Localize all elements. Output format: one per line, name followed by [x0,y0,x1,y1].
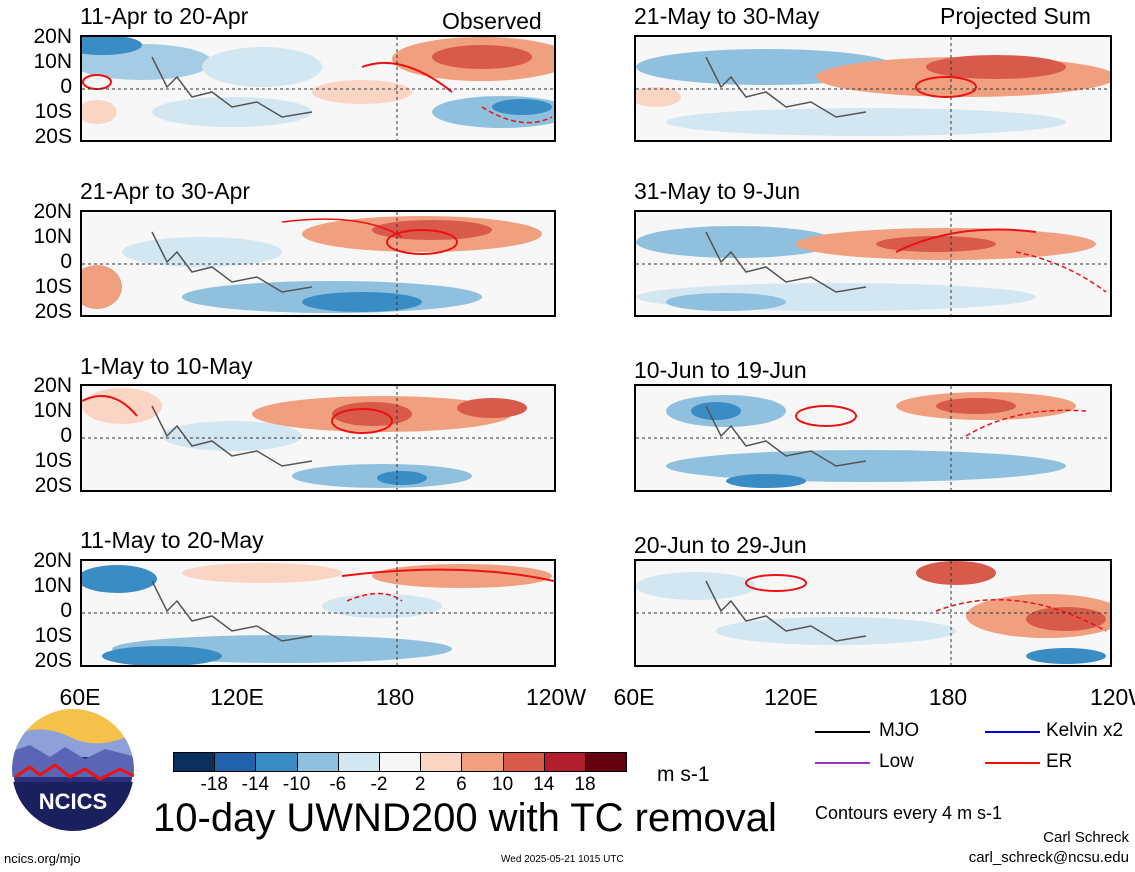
panel-title: 21-Apr to 30-Apr [80,178,251,204]
legend-swatch-mjo [815,731,870,733]
ncics-logo: NCICS [10,707,136,833]
legend-swatch-low [815,762,870,764]
observed-label: Observed [442,8,542,34]
colorbar-label: -6 [329,774,347,795]
legend-label: Kelvin x2 [1046,720,1124,741]
map-panel [80,384,556,492]
lon-label: 120E [210,684,264,710]
lat-label: 20S [34,474,72,497]
lat-label: 20N [33,25,72,48]
panel-title: 21-May to 30-May [634,3,820,29]
lon-label: 60E [59,684,101,710]
lat-label: 0 [60,250,72,273]
lat-label: 10S [34,275,72,298]
lon-label: 120W [525,684,587,710]
lat-label: 20S [34,300,72,323]
map-panel [634,210,1112,317]
colorbar-cell [420,752,463,772]
lat-label: 10S [34,449,72,472]
colorbar-cell [543,752,586,772]
lat-label: 20N [33,374,72,397]
colorbar-cell [173,752,216,772]
lon-label: 180 [375,684,415,710]
map-panel [80,559,556,667]
colorbar-cell [296,752,339,772]
lat-label: 20S [34,649,72,672]
panel-title: 11-May to 20-May [80,527,264,553]
lat-label: 10N [33,225,72,248]
colorbar-cell [502,752,545,772]
figure-title: 10-day UWND200 with TC removal [153,796,777,840]
legend: MJO Kelvin x2 Low ER [815,718,1135,778]
map-panel [80,35,556,142]
colorbar-cell [461,752,504,772]
panel-title: 31-May to 9-Jun [634,178,801,204]
panel-title: 1-May to 10-May [80,353,253,379]
panel-title: 10-Jun to 19-Jun [634,357,807,383]
site-link[interactable]: ncics.org/mjo [4,851,81,866]
map-panel [634,384,1112,492]
lat-label: 10S [34,624,72,647]
lat-label: 20N [33,549,72,572]
map-panel [634,559,1112,667]
legend-label: Low [879,751,914,772]
legend-swatch-kelvin [985,731,1040,733]
lon-label: 60E [613,684,655,710]
map-panel [80,210,556,317]
legend-label: MJO [879,720,920,741]
colorbar-label: 10 [492,774,514,795]
lat-label: 0 [60,424,72,447]
colorbar-cell [337,752,380,772]
lon-label: 120E [764,684,818,710]
author-name: Carl Schreck [1043,829,1129,846]
author-email: carl_schreck@ncsu.edu [968,849,1129,866]
panel-title: 11-Apr to 20-Apr [80,3,249,29]
lat-label: 20S [34,125,72,148]
colorbar-cell [379,752,422,772]
timestamp: Wed 2025-05-21 1015 UTC [501,854,624,865]
colorbar-label: 18 [574,774,596,795]
colorbar-label: -18 [200,774,228,795]
projected-label: Projected Sum [940,3,1091,29]
colorbar-units: m s-1 [657,763,710,786]
colorbar-label: 2 [414,774,426,795]
colorbar-label: 14 [533,774,555,795]
lon-label: 120W [1089,684,1135,710]
lat-label: 10N [33,574,72,597]
colorbar-cell [585,752,628,772]
lon-label: 180 [928,684,968,710]
lat-label: 10N [33,399,72,422]
contour-note: Contours every 4 m s-1 [815,803,1003,823]
colorbar-label: -10 [282,774,311,795]
legend-label: ER [1046,751,1073,772]
panel-title: 20-Jun to 29-Jun [634,532,807,558]
colorbar-label: -2 [370,774,388,795]
logo-text: NCICS [39,789,107,814]
map-panel [634,35,1112,142]
legend-swatch-er [985,762,1040,764]
lat-label: 0 [60,599,72,622]
lat-label: 10N [33,50,72,73]
lat-label: 0 [60,75,72,98]
colorbar-label: 6 [456,774,467,795]
colorbar-cell [255,752,298,772]
colorbar-label: -14 [241,774,270,795]
lat-label: 20N [33,200,72,223]
lat-label: 10S [34,100,72,123]
colorbar-cell [214,752,257,772]
